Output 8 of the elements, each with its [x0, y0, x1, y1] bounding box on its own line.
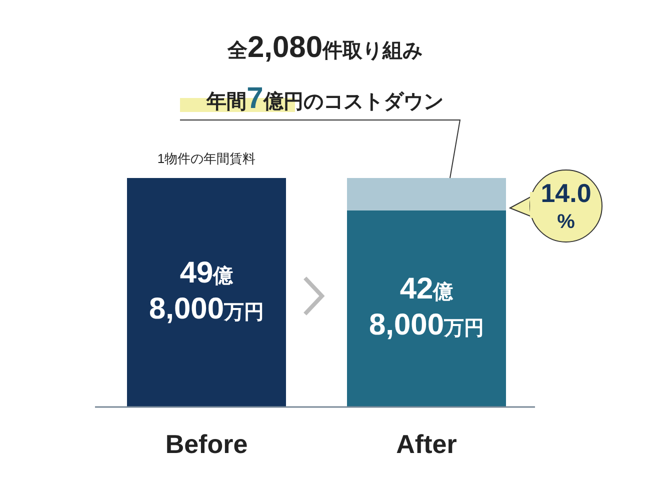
text: 14.0 %: [540, 178, 592, 233]
annotation: 42億 8,000万円: [368, 272, 484, 342]
chart-title: 全2,080件取り組み: [226, 31, 423, 64]
text: 1物件の年間賃料: [157, 151, 256, 166]
x-tick-label: After: [396, 429, 457, 459]
annotation: 49億 8,000万円: [148, 256, 264, 326]
chart-subtitle: 年間7億円のコストダウン: [206, 82, 444, 115]
x-tick-label: Before: [165, 429, 248, 459]
